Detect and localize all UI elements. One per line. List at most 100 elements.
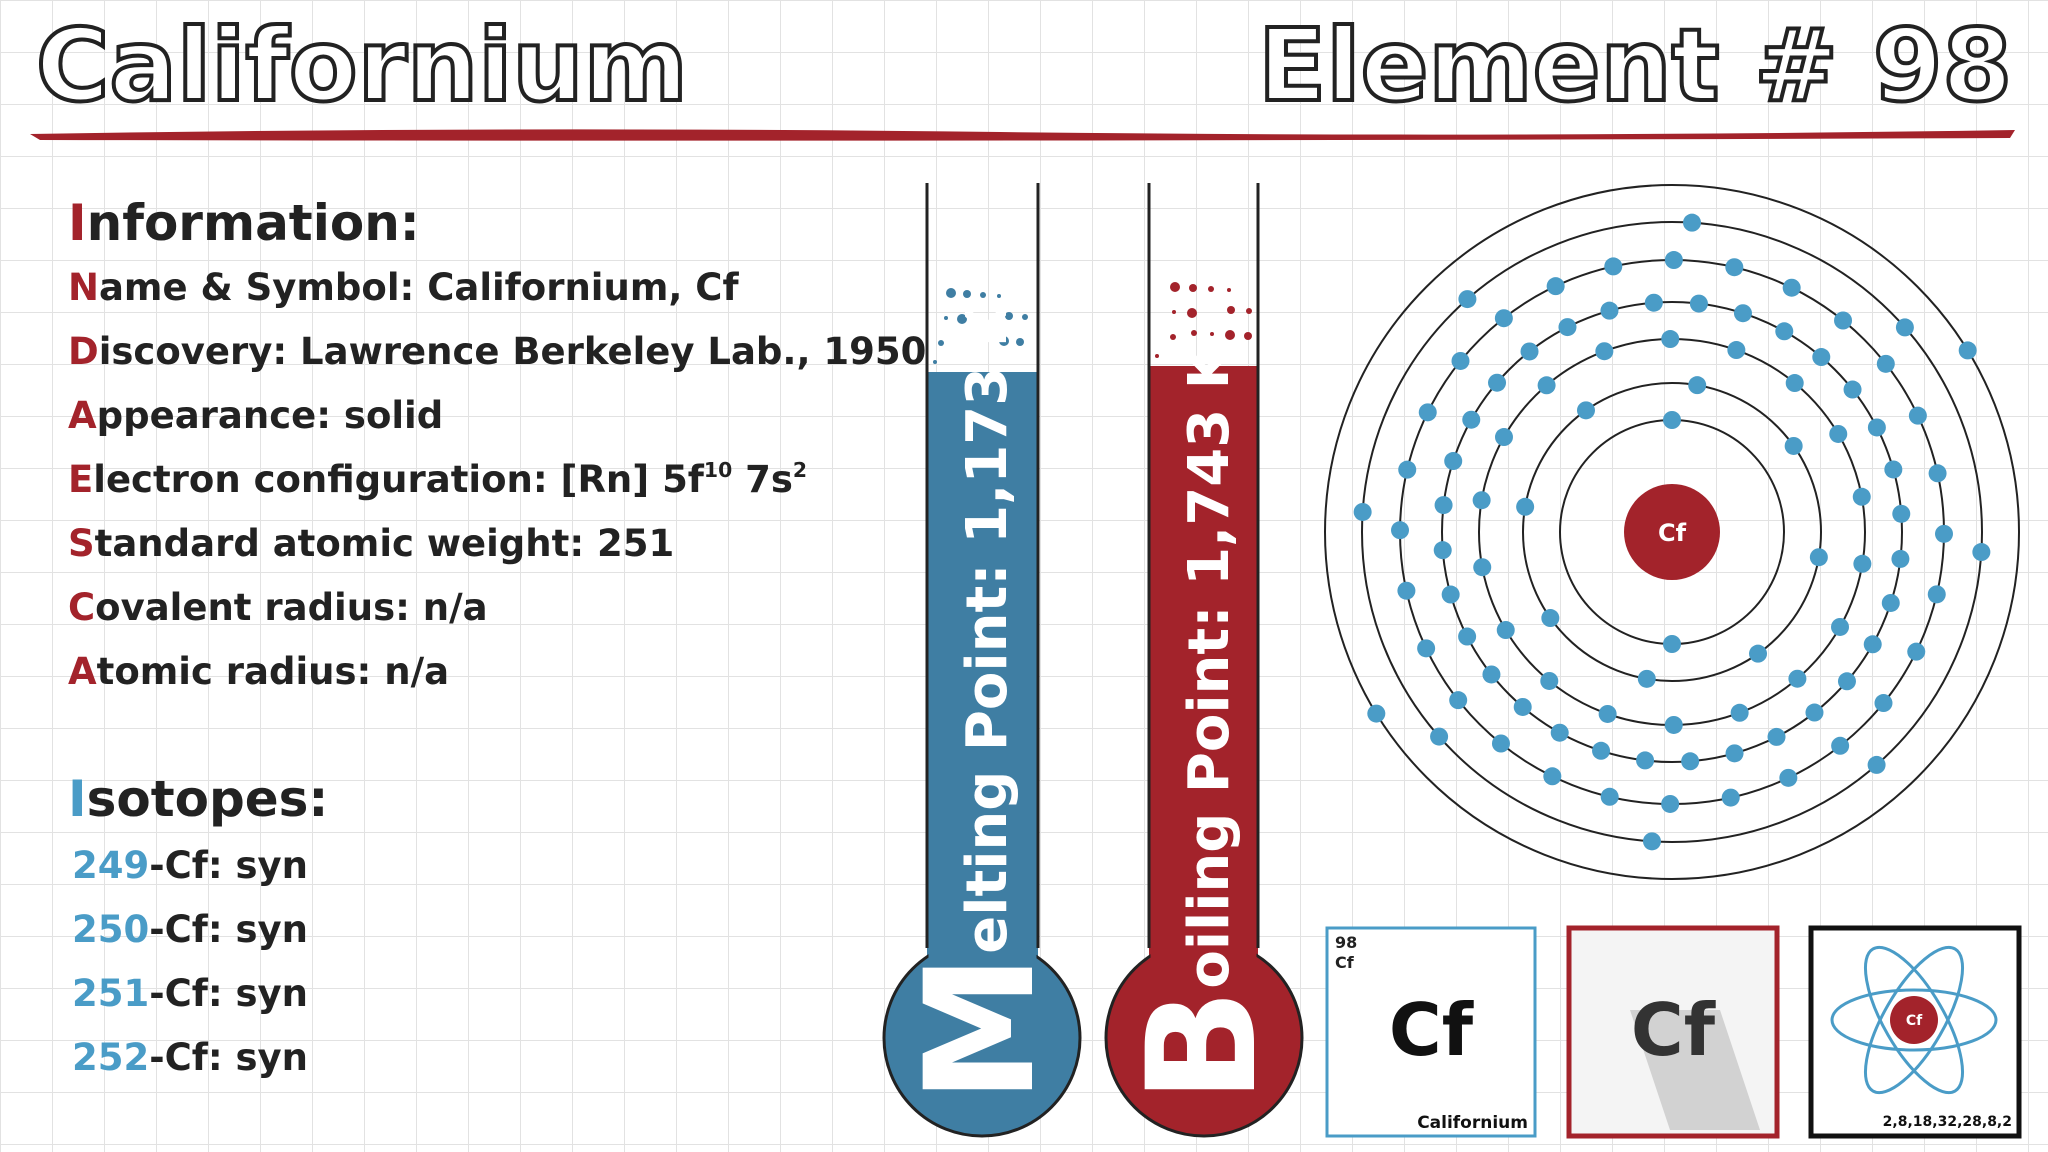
bubble <box>969 336 975 342</box>
electron <box>1663 411 1681 429</box>
info-item: Electron configuration: [Rn] 5f10 7s2 <box>68 458 807 501</box>
bubble <box>1246 308 1252 314</box>
bubble <box>1225 330 1235 340</box>
electron <box>1644 293 1663 312</box>
initial: I <box>68 194 87 252</box>
bubble <box>997 294 1001 298</box>
info-item: Appearance: solid <box>68 394 443 437</box>
electron <box>1491 734 1510 753</box>
card <box>1325 926 1537 1138</box>
electron <box>1683 213 1702 232</box>
electron <box>1785 374 1804 393</box>
initial: D <box>68 330 99 373</box>
text: lectron configuration: [Rn] 5f <box>93 458 705 501</box>
electron <box>1661 330 1680 349</box>
isotope-text: -Cf: syn <box>149 908 308 951</box>
info-heading: Information: <box>68 194 420 252</box>
text: iscovery: Lawrence Berkeley Lab., 1950 <box>99 330 927 373</box>
electron <box>1496 621 1515 640</box>
electron <box>1730 703 1749 722</box>
initial: A <box>68 394 97 437</box>
bubble <box>1244 332 1252 340</box>
electron <box>1927 585 1946 604</box>
bubble <box>1170 282 1180 292</box>
electron <box>1831 617 1850 636</box>
electron <box>1884 460 1903 479</box>
title: Californium <box>36 7 688 124</box>
isotope-item: 251-Cf: syn <box>72 972 308 1015</box>
electron <box>1689 294 1708 313</box>
bubble <box>1016 338 1024 346</box>
electron <box>1472 491 1491 510</box>
initial: B <box>1116 989 1290 1103</box>
card-orbit <box>1863 945 1965 1095</box>
electron <box>1775 322 1794 341</box>
electron <box>1788 669 1807 688</box>
bubble <box>963 290 971 298</box>
text: ame & Symbol: Californium, Cf <box>99 266 739 309</box>
initial: I <box>68 770 87 828</box>
isotope-text: -Cf: syn <box>149 844 308 887</box>
text: ovalent radius: n/a <box>95 586 487 629</box>
info-item: Discovery: Lawrence Berkeley Lab., 1950 <box>68 330 926 373</box>
electron <box>1391 521 1410 540</box>
thermo-text: Melting Point: 1,173 K <box>894 301 1068 1103</box>
electron <box>1398 460 1417 479</box>
electron <box>1784 436 1803 455</box>
electron <box>1852 487 1871 506</box>
nucleus-symbol: Cf <box>1658 519 1687 547</box>
electron <box>1928 464 1947 483</box>
bubble <box>1189 284 1197 292</box>
electron <box>1881 593 1900 612</box>
electron <box>1473 558 1492 577</box>
bubble <box>1005 312 1013 320</box>
isotopes-heading: Isotopes: <box>68 770 328 828</box>
electron <box>1558 318 1577 337</box>
thermo-text: Boiling Point: 1,743 K <box>1116 343 1290 1103</box>
isotope-text: -Cf: syn <box>149 1036 308 1079</box>
electron <box>1367 704 1386 723</box>
bubble <box>986 338 990 342</box>
bubble <box>1191 330 1197 336</box>
card-symbol: Cf <box>1906 1013 1923 1029</box>
bubble <box>1227 306 1235 314</box>
liquid <box>928 372 1037 960</box>
electron <box>1546 277 1565 296</box>
electron <box>1782 278 1801 297</box>
electron <box>1494 428 1513 447</box>
card-number: 98 <box>1335 933 1357 952</box>
bubble <box>999 336 1009 346</box>
isotope-item: 249-Cf: syn <box>72 844 308 887</box>
electron <box>1681 752 1700 771</box>
bubble <box>1155 354 1159 358</box>
text: tomic radius: n/a <box>97 650 449 693</box>
bubble <box>1022 314 1028 320</box>
electron <box>1867 755 1886 774</box>
electron <box>1661 794 1680 813</box>
bubble <box>1208 286 1214 292</box>
electron <box>1637 669 1656 688</box>
isotope-item: 250-Cf: syn <box>72 908 308 951</box>
info-item: Covalent radius: n/a <box>68 586 488 629</box>
initial: N <box>68 266 99 309</box>
bubble <box>938 340 944 346</box>
electron <box>1892 504 1911 523</box>
electron <box>1541 609 1560 628</box>
bubble <box>944 316 948 320</box>
electron <box>1895 318 1914 337</box>
electron <box>1863 635 1882 654</box>
electron <box>1513 697 1532 716</box>
electron <box>1516 497 1535 516</box>
isotope-text: -Cf: syn <box>149 972 308 1015</box>
electron <box>1451 351 1470 370</box>
electron <box>1576 401 1595 420</box>
orbit <box>1361 221 1983 843</box>
electron <box>1642 832 1661 851</box>
initial: E <box>68 458 93 501</box>
bubble <box>1172 310 1176 314</box>
initial: M <box>894 954 1068 1103</box>
bubble <box>1210 332 1214 336</box>
electron <box>1779 768 1798 787</box>
text: nformation: <box>87 194 420 252</box>
